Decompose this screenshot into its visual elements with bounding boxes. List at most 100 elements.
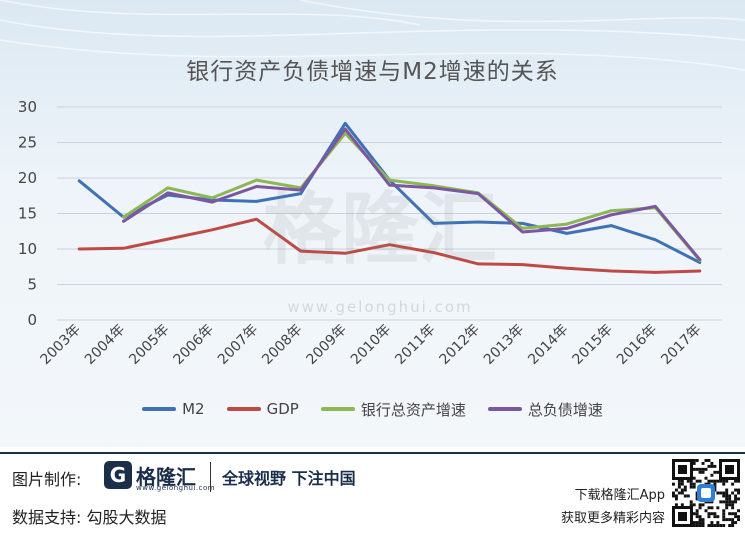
qr-module: [698, 479, 702, 483]
series-1-point-5: [299, 249, 303, 253]
series-1-point-11: [565, 266, 569, 270]
qr-code-icon[interactable]: [672, 459, 740, 527]
qr-module: [689, 479, 693, 483]
series-3-point-14: [698, 258, 702, 261]
qr-module: [725, 506, 729, 510]
x-tick-label-8: 2011年: [392, 322, 438, 368]
qr-module: [698, 521, 702, 525]
series-0-point-5: [299, 192, 303, 195]
qr-module: [731, 503, 735, 507]
x-tick-label-6: 2009年: [304, 322, 350, 368]
qr-module: [734, 488, 738, 492]
series-0-point-11: [565, 232, 569, 235]
qr-module: [680, 503, 684, 507]
series-0-point-13: [654, 238, 657, 241]
qr-module: [704, 509, 708, 513]
series-1-point-10: [521, 263, 524, 266]
series-3-point-3: [210, 200, 214, 204]
data-support: 数据支持: 勾股大数据: [12, 508, 167, 527]
y-tick-label-20: 20: [18, 169, 37, 187]
qr-module: [698, 515, 702, 519]
qr-module: [674, 497, 678, 501]
qr-module: [728, 494, 732, 498]
qr-module: [725, 518, 729, 522]
logo-name: 格隆汇: [136, 465, 196, 489]
series-3-point-5: [299, 188, 303, 192]
series-3-point-9: [476, 192, 480, 195]
series-2-point-11: [565, 222, 569, 226]
series-line-3: [122, 127, 702, 262]
background-curve-2: [0, 0, 421, 26]
qr-module: [734, 521, 738, 525]
qr-module: [716, 506, 720, 510]
legend-item-assets: 银行总资产增速: [320, 399, 466, 420]
qr-module: [672, 491, 675, 495]
qr-module: [731, 482, 735, 486]
series-3-point-6: [343, 127, 347, 131]
qr-module: [680, 479, 684, 483]
series-2-point-2: [166, 186, 170, 190]
qr-module: [719, 524, 723, 527]
series-line-2: [122, 131, 702, 262]
qr-module: [713, 479, 717, 483]
logo-url: www.gelonghui.com: [136, 484, 216, 492]
legend-item-gdp: GDP: [226, 400, 299, 418]
qr-module: [710, 512, 714, 516]
qr-module: [737, 479, 740, 483]
qr-module: [710, 479, 714, 483]
qr-module: [701, 467, 705, 471]
qr-module: [737, 491, 740, 495]
qr-module: [725, 491, 729, 495]
qr-module: [722, 491, 726, 495]
qr-module: [680, 482, 684, 486]
qr-module: [701, 503, 705, 507]
series-3-point-11: [565, 227, 569, 230]
qr-module: [707, 524, 711, 527]
gelonghui-logo-icon: G: [104, 461, 132, 489]
qr-module: [731, 518, 735, 522]
qr-module: [672, 482, 675, 486]
x-tick-label-4: 2007年: [215, 322, 261, 368]
qr-module: [731, 500, 735, 504]
credit-label: 图片制作:: [12, 470, 82, 489]
qr-module: [692, 512, 696, 516]
legend-swatch-gdp: [226, 407, 261, 411]
qr-module: [677, 485, 681, 489]
qr-module: [710, 521, 714, 525]
x-tick-label-11: 2014年: [525, 322, 571, 368]
qr-module: [737, 515, 740, 519]
qr-module: [710, 473, 714, 477]
qr-module: [695, 512, 699, 516]
qr-module: [695, 515, 699, 519]
series-3-point-1: [122, 220, 125, 223]
legend-label-assets: 银行总资产增速: [360, 400, 466, 419]
qr-module: [704, 467, 708, 471]
qr-module: [722, 524, 726, 527]
qr-module: [728, 497, 732, 501]
qr-module: [722, 494, 726, 498]
footer-vertical-divider: [210, 462, 211, 492]
qr-module: [674, 488, 678, 492]
x-tick-label-1: 2004年: [82, 322, 128, 368]
qr-module: [707, 464, 711, 468]
legend-item-m2: M2: [142, 400, 205, 418]
series-0-point-8: [432, 222, 436, 225]
series-2-point-10: [521, 227, 524, 230]
legend: M2 GDP 银行总资产增速 总负债增速: [0, 398, 745, 420]
qr-module: [734, 515, 738, 519]
qr-module: [731, 491, 735, 495]
chart-svg: 0510152025302003年2004年2005年2006年2007年200…: [0, 0, 722, 368]
series-3-point-10: [521, 230, 524, 234]
qr-module: [695, 524, 699, 527]
more-info-text: 获取更多精彩内容: [560, 511, 665, 526]
series-2-point-12: [609, 209, 613, 212]
qr-module: [734, 512, 738, 516]
qr-module: [737, 509, 740, 513]
qr-module: [707, 506, 711, 510]
slogan: 全球视野 下注中国: [222, 469, 356, 488]
qr-module: [689, 482, 693, 486]
qr-module: [707, 459, 711, 462]
series-2-point-1: [122, 215, 125, 219]
qr-module: [677, 491, 681, 495]
qr-module: [728, 518, 732, 522]
